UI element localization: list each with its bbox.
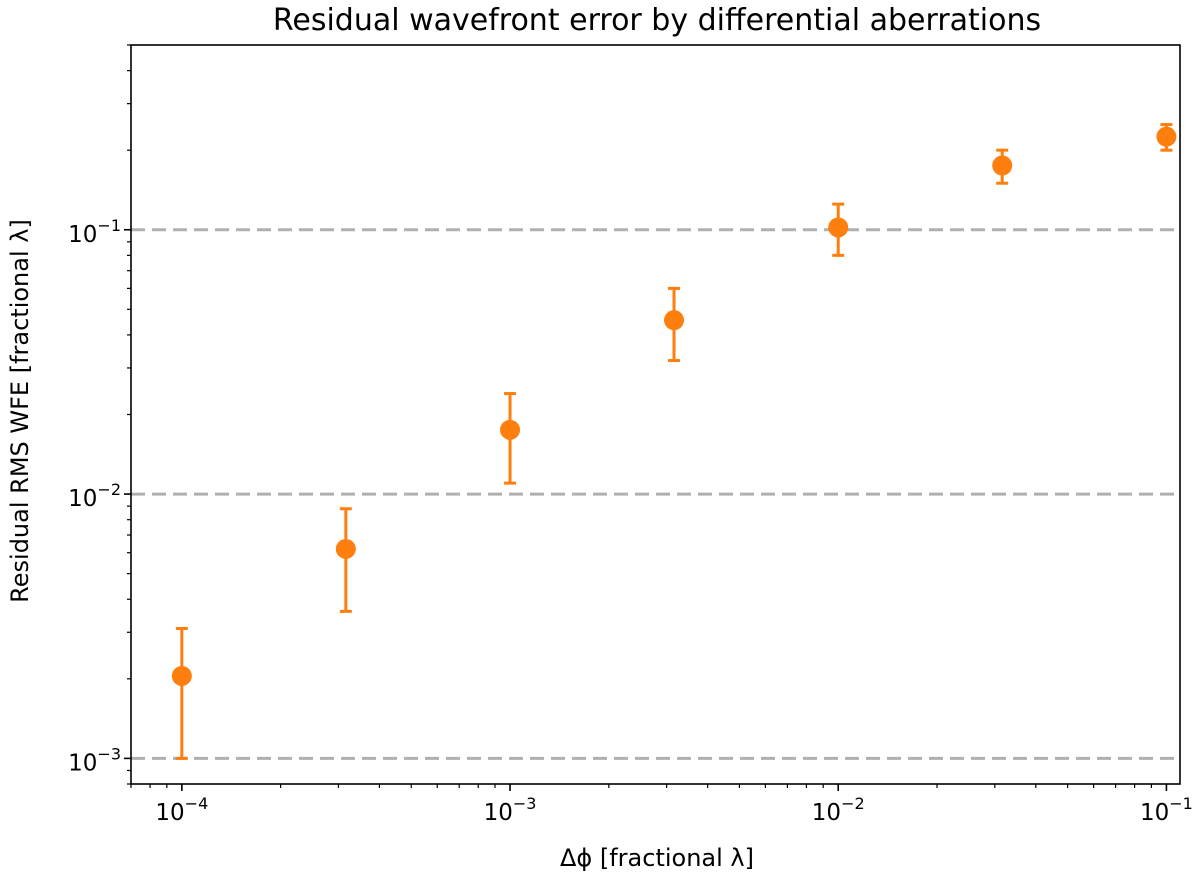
y-tick-label: 10−2	[68, 480, 121, 512]
data-point	[828, 217, 849, 238]
chart-title: Residual wavefront error by differential…	[273, 3, 1041, 38]
y-axis-label: Residual RMS WFE [fractional λ]	[6, 219, 34, 603]
data-point	[171, 665, 192, 686]
data-point	[500, 419, 521, 440]
x-axis-label: Δϕ [fractional λ]	[560, 844, 754, 872]
axes-frame	[130, 44, 1181, 785]
y-tick-label: 10−1	[68, 216, 121, 248]
plot-area: 10−4 10−3 10−2 10−1 10−3 10−2 10−1	[68, 44, 1193, 826]
data-point	[335, 538, 356, 559]
x-tick-label: 10−4	[155, 794, 208, 826]
x-tick-label: 10−2	[812, 794, 865, 826]
data-point	[1156, 126, 1177, 147]
data-point	[992, 155, 1013, 176]
x-tick-label: 10−3	[484, 794, 537, 826]
y-tick-label: 10−3	[68, 744, 121, 776]
x-tick-label: 10−1	[1140, 794, 1193, 826]
data-point	[664, 310, 685, 331]
